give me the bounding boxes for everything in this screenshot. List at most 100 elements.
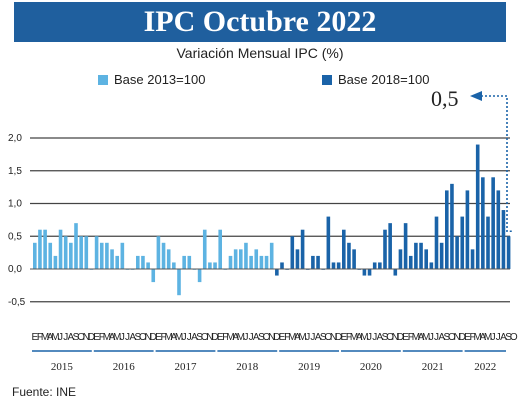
month-label: A bbox=[377, 332, 384, 343]
bar bbox=[58, 229, 63, 269]
bar bbox=[74, 223, 78, 269]
y-tick-label: -0,5 bbox=[8, 297, 26, 308]
bar bbox=[470, 249, 475, 269]
month-label: S bbox=[196, 332, 203, 343]
bar bbox=[156, 236, 161, 269]
year-label: 2022 bbox=[474, 361, 496, 373]
month-label: A bbox=[480, 332, 487, 343]
callout-value: 0,5 bbox=[431, 86, 459, 111]
year-label: 2019 bbox=[298, 361, 321, 373]
bar bbox=[120, 242, 125, 269]
year-label: 2021 bbox=[422, 361, 444, 373]
month-label: M bbox=[41, 332, 49, 343]
month-label: S bbox=[134, 332, 141, 343]
month-label: E bbox=[402, 332, 409, 343]
bar bbox=[331, 262, 336, 269]
month-label: N bbox=[392, 332, 399, 343]
legend-item-base-2013: Base 2013=100 bbox=[98, 72, 205, 87]
month-label: A bbox=[109, 332, 116, 343]
bar bbox=[419, 242, 423, 269]
bar bbox=[177, 269, 181, 296]
month-label: E bbox=[217, 332, 224, 343]
month-label: J bbox=[429, 332, 434, 343]
month-label: J bbox=[372, 332, 377, 343]
bar bbox=[151, 269, 156, 283]
year-label: 2017 bbox=[175, 361, 198, 373]
month-label: M bbox=[298, 332, 306, 343]
bar bbox=[110, 249, 114, 269]
month-label: M bbox=[226, 332, 234, 343]
month-label: M bbox=[484, 332, 492, 343]
chart-title: IPC Octubre 2022 bbox=[14, 2, 506, 42]
month-label: N bbox=[330, 332, 337, 343]
bar bbox=[213, 262, 217, 269]
year-label: 2015 bbox=[51, 361, 74, 373]
bar bbox=[136, 255, 140, 269]
month-label: M bbox=[51, 332, 59, 343]
month-label: J bbox=[243, 332, 248, 343]
bar bbox=[450, 183, 454, 269]
bar bbox=[63, 236, 68, 269]
legend-label-base-2013: Base 2013=100 bbox=[114, 72, 206, 87]
bar bbox=[141, 255, 145, 269]
bar bbox=[275, 269, 279, 276]
bar bbox=[439, 242, 444, 269]
month-label: D bbox=[88, 332, 95, 343]
legend-label-base-2018: Base 2018=100 bbox=[338, 72, 430, 87]
month-label: S bbox=[443, 332, 450, 343]
month-label: J bbox=[120, 332, 125, 343]
bar bbox=[239, 249, 243, 269]
month-label: M bbox=[113, 332, 121, 343]
month-label: J bbox=[187, 332, 192, 343]
bar bbox=[506, 236, 511, 269]
month-label: O bbox=[324, 332, 332, 343]
bar bbox=[383, 229, 387, 269]
bar bbox=[172, 262, 176, 269]
month-label: F bbox=[99, 332, 105, 343]
month-label: O bbox=[510, 332, 518, 343]
bar bbox=[79, 236, 83, 269]
bar bbox=[182, 255, 186, 269]
legend-swatch-base-2018 bbox=[322, 74, 332, 85]
month-label: J bbox=[496, 332, 501, 343]
month-label: F bbox=[222, 332, 228, 343]
bar bbox=[269, 242, 274, 269]
y-tick-label: 1,0 bbox=[8, 199, 22, 210]
year-label: 2018 bbox=[236, 361, 259, 373]
month-label: O bbox=[263, 332, 271, 343]
month-label: J bbox=[125, 332, 130, 343]
month-label: J bbox=[182, 332, 187, 343]
month-label: O bbox=[139, 332, 147, 343]
month-label: O bbox=[201, 332, 209, 343]
month-label: A bbox=[253, 332, 260, 343]
bar bbox=[218, 229, 222, 269]
month-label: A bbox=[418, 332, 425, 343]
month-label: A bbox=[191, 332, 198, 343]
bar bbox=[115, 255, 119, 269]
month-label: J bbox=[434, 332, 439, 343]
month-label: N bbox=[144, 332, 151, 343]
month-label: J bbox=[310, 332, 315, 343]
bar bbox=[161, 242, 166, 269]
month-label: D bbox=[335, 332, 342, 343]
bar bbox=[105, 242, 109, 269]
bar bbox=[362, 269, 367, 276]
month-label: J bbox=[63, 332, 68, 343]
year-label: 2016 bbox=[113, 361, 136, 373]
bar bbox=[166, 249, 171, 269]
bar bbox=[244, 242, 248, 269]
source-note: Fuente: INE bbox=[12, 385, 77, 399]
bar bbox=[233, 249, 238, 269]
month-label: S bbox=[73, 332, 80, 343]
month-label: D bbox=[397, 332, 404, 343]
y-tick-label: 0,0 bbox=[8, 264, 22, 275]
month-label: E bbox=[93, 332, 100, 343]
bar bbox=[208, 262, 212, 269]
bar bbox=[43, 229, 47, 269]
month-label: O bbox=[77, 332, 85, 343]
bar bbox=[347, 242, 351, 269]
month-label: A bbox=[232, 332, 239, 343]
bar bbox=[69, 242, 73, 269]
y-tick-label: 1,5 bbox=[8, 166, 22, 177]
